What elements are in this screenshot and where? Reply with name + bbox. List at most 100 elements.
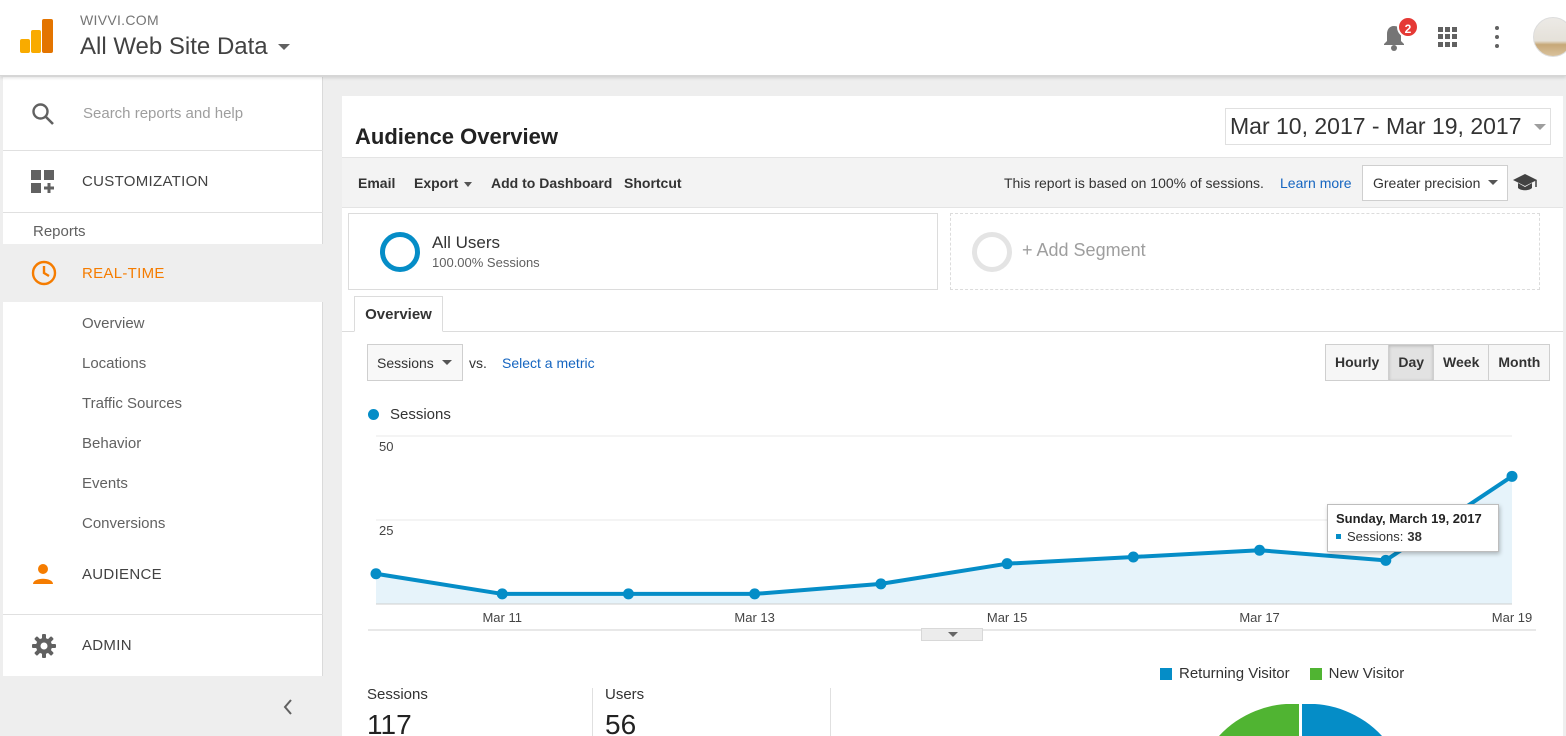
y-tick-label: 50 bbox=[379, 439, 393, 454]
add-segment-button[interactable]: + Add Segment bbox=[950, 213, 1540, 290]
sampling-note: This report is based on 100% of sessions… bbox=[1004, 175, 1264, 191]
tab-overview[interactable]: Overview bbox=[354, 296, 443, 332]
add-segment-label: + Add Segment bbox=[1022, 240, 1146, 260]
property-view-selector[interactable]: All Web Site Data bbox=[80, 33, 290, 61]
granularity-week-button[interactable]: Week bbox=[1434, 345, 1490, 380]
notification-count-badge[interactable]: 2 bbox=[1397, 16, 1419, 38]
vs-label: vs. bbox=[469, 355, 487, 371]
chart-legend: Sessions bbox=[368, 406, 451, 423]
x-tick-label: Mar 19 bbox=[1492, 610, 1532, 625]
x-tick-label: Mar 13 bbox=[734, 610, 774, 625]
metric-select[interactable]: Sessions bbox=[367, 344, 463, 381]
caret-down-icon bbox=[948, 632, 958, 637]
nav-audience[interactable]: AUDIENCE bbox=[3, 551, 323, 597]
tooltip-date: Sunday, March 19, 2017 bbox=[1336, 511, 1482, 526]
collapse-sidebar-bar[interactable] bbox=[3, 676, 323, 736]
realtime-conversions-link[interactable]: Conversions bbox=[82, 515, 166, 532]
email-button[interactable]: Email bbox=[358, 175, 396, 191]
segment-ring-icon bbox=[380, 232, 420, 272]
realtime-behavior-link[interactable]: Behavior bbox=[82, 435, 142, 452]
shortcut-button[interactable]: Shortcut bbox=[624, 175, 682, 191]
export-button[interactable]: Export bbox=[414, 175, 473, 191]
chevron-left-icon[interactable] bbox=[282, 698, 294, 716]
data-point[interactable] bbox=[1001, 558, 1013, 570]
account-name: WIVVI.COM bbox=[80, 12, 159, 28]
nav-customization[interactable]: CUSTOMIZATION bbox=[3, 151, 323, 213]
realtime-locations-link[interactable]: Locations bbox=[82, 355, 147, 372]
sessions-line-chart[interactable]: 25 50 Mar 11 Mar 13 Mar 15 Mar 17 Mar 19 bbox=[342, 426, 1563, 636]
legend-returning-swatch bbox=[1160, 667, 1172, 680]
learn-more-link[interactable]: Learn more bbox=[1280, 175, 1352, 191]
nav-realtime[interactable]: REAL-TIME bbox=[3, 244, 323, 302]
stat-sessions-label: Sessions bbox=[367, 686, 428, 703]
nav-admin[interactable]: ADMIN bbox=[3, 614, 323, 676]
visitor-type-pie-chart[interactable] bbox=[1204, 704, 1404, 736]
nav-admin-label: ADMIN bbox=[82, 637, 132, 654]
data-point[interactable] bbox=[496, 588, 508, 600]
caret-down-icon bbox=[277, 44, 290, 50]
apps-grid-icon[interactable] bbox=[1438, 27, 1458, 47]
data-point[interactable] bbox=[1127, 551, 1139, 563]
nav-customization-label: CUSTOMIZATION bbox=[82, 173, 209, 190]
data-point[interactable] bbox=[875, 578, 887, 590]
data-point[interactable] bbox=[1254, 544, 1266, 556]
legend-returning-label: Returning Visitor bbox=[1179, 665, 1290, 682]
property-view-label: All Web Site Data bbox=[80, 33, 268, 60]
tooltip-series-swatch bbox=[1336, 534, 1341, 539]
data-point[interactable] bbox=[370, 568, 382, 580]
legend-sessions-dot bbox=[368, 409, 379, 420]
stat-sessions[interactable]: Sessions 117 bbox=[367, 686, 428, 736]
granularity-toggle: Hourly Day Week Month bbox=[1325, 344, 1551, 381]
realtime-events-link[interactable]: Events bbox=[82, 475, 128, 492]
date-range-label: Mar 10, 2017 - Mar 19, 2017 bbox=[1230, 113, 1522, 139]
pie-slice-returning-visitor[interactable] bbox=[1302, 704, 1382, 736]
stat-users-label: Users bbox=[605, 686, 645, 703]
data-point[interactable] bbox=[622, 588, 634, 600]
legend-new-swatch bbox=[1309, 667, 1322, 680]
x-tick-label: Mar 17 bbox=[1239, 610, 1279, 625]
x-tick-label: Mar 15 bbox=[987, 610, 1027, 625]
report-toolbar: Email Export Add to Dashboard Shortcut T… bbox=[342, 157, 1563, 208]
metric-label: Sessions bbox=[377, 355, 434, 371]
series-area-sessions bbox=[376, 476, 1512, 604]
page-title: Audience Overview bbox=[355, 124, 558, 149]
stat-users[interactable]: Users 56 bbox=[605, 686, 644, 736]
tooltip-value: 38 bbox=[1407, 529, 1422, 544]
date-range-picker[interactable]: Mar 10, 2017 - Mar 19, 2017 bbox=[1225, 108, 1551, 145]
pie-legend: Returning Visitor New Visitor bbox=[1160, 665, 1404, 682]
sidebar: CUSTOMIZATION Reports REAL-TIME Overview… bbox=[3, 77, 323, 736]
search-input[interactable] bbox=[83, 99, 303, 127]
caret-down-icon bbox=[1488, 180, 1498, 185]
precision-label: Greater precision bbox=[1373, 175, 1481, 191]
granularity-month-button[interactable]: Month bbox=[1489, 345, 1550, 380]
data-point[interactable] bbox=[1506, 470, 1518, 482]
tooltip-metric-label: Sessions: bbox=[1347, 529, 1404, 544]
analytics-logo-icon[interactable] bbox=[20, 19, 54, 53]
segment-name: All Users bbox=[432, 233, 501, 252]
nav-realtime-label: REAL-TIME bbox=[82, 264, 165, 282]
user-avatar[interactable] bbox=[1533, 17, 1566, 57]
empty-segment-ring-icon bbox=[972, 232, 1012, 272]
stat-divider bbox=[830, 688, 831, 736]
precision-select[interactable]: Greater precision bbox=[1362, 165, 1508, 201]
add-to-dashboard-button[interactable]: Add to Dashboard bbox=[491, 175, 613, 191]
sidebar-search bbox=[3, 77, 323, 151]
realtime-overview-link[interactable]: Overview bbox=[82, 315, 145, 332]
more-vert-icon[interactable] bbox=[1494, 26, 1500, 48]
caret-down-icon bbox=[1534, 124, 1546, 130]
data-point[interactable] bbox=[749, 588, 761, 600]
graduation-cap-icon[interactable] bbox=[1512, 173, 1538, 193]
segment-all-users[interactable]: All Users 100.00% Sessions bbox=[348, 213, 938, 290]
granularity-hourly-button[interactable]: Hourly bbox=[1326, 345, 1390, 380]
legend-new-label: New Visitor bbox=[1328, 665, 1405, 682]
nav-audience-label: AUDIENCE bbox=[82, 565, 162, 583]
export-label: Export bbox=[414, 175, 459, 191]
tab-divider bbox=[342, 331, 1563, 332]
realtime-traffic-sources-link[interactable]: Traffic Sources bbox=[82, 395, 183, 412]
y-tick-label: 25 bbox=[379, 523, 393, 538]
chart-expand-handle[interactable] bbox=[921, 628, 983, 641]
data-point[interactable] bbox=[1380, 554, 1392, 566]
granularity-day-button[interactable]: Day bbox=[1389, 345, 1435, 380]
select-metric-link[interactable]: Select a metric bbox=[502, 355, 595, 371]
pie-slice-new-visitor[interactable] bbox=[1219, 704, 1299, 736]
